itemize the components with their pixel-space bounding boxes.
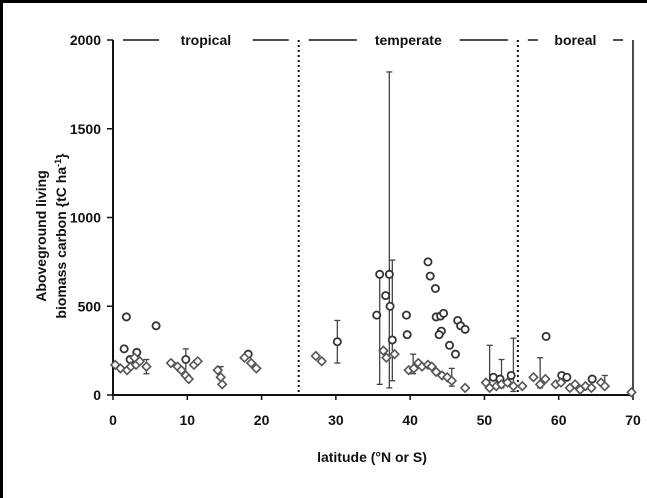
y-tick-label: 2000 [70,32,101,48]
data-point-diamond [540,373,551,385]
x-tick-label: 30 [328,412,344,428]
data-point-circle [332,337,342,347]
data-point-circle [181,354,191,364]
data-point-diamond [251,363,262,374]
y-tick-label: 0 [93,387,101,403]
data-point-diamond [310,350,322,362]
error-bars [143,71,608,393]
y-tick-label: 1000 [70,210,101,226]
data-point-circle [385,301,395,311]
y-axis-label-line1: Aboveground living [33,170,49,301]
x-axis-label: latitude (°N or S) [317,449,427,465]
data-point-diamond [381,352,392,364]
data-point-diamond [408,363,420,374]
data-point-circle [121,312,131,322]
data-point-circle [541,331,551,341]
data-point-diamond [165,357,177,369]
y-axis-label: Aboveground living biomass carbon {tC ha… [33,153,69,319]
data-point-diamond [459,382,471,394]
x-tick-label: 20 [254,412,270,428]
data-point-circle [423,257,433,267]
data-point-circle [119,344,129,354]
data-point-diamond [534,379,546,390]
data-point-diamond [239,352,250,364]
data-point-circle [425,271,435,281]
x-tick-label: 70 [625,412,641,428]
data-point-diamond [389,348,400,360]
data-point-circle [384,269,394,279]
data-point-circle [562,372,572,382]
data-point-circle [375,269,385,279]
zones-layer: tropical temperate boreal [123,32,623,395]
data-point-circle [401,310,411,320]
data-point-diamond [216,379,228,390]
data-point-circle [439,308,449,318]
data-point-diamond [599,380,611,392]
zone-label: temperate [375,32,442,48]
data-points [109,257,637,398]
data-point-circle [151,321,161,331]
data-point-diamond [426,361,438,372]
x-tick-label: 50 [477,412,493,428]
data-point-diamond [528,371,539,383]
data-point-circle [372,310,382,320]
y-axis-label-line2: biomass carbon {tC ha-1} [53,153,69,319]
data-point-circle [381,291,391,301]
data-point-circle [430,283,440,293]
zone-label: boreal [554,32,596,48]
data-point-circle [460,324,470,334]
data-point-diamond [176,364,187,376]
data-point-diamond [192,355,204,367]
data-point-diamond [129,352,140,364]
data-point-circle [387,335,397,345]
data-point-circle [506,370,516,380]
y-tick-label: 500 [78,298,102,314]
data-point-diamond [141,361,152,372]
data-point-diamond [555,377,567,388]
data-point-diamond [508,380,519,392]
data-point-diamond [316,355,328,367]
data-point-circle [587,374,597,384]
data-point-circle [402,330,412,340]
data-point-diamond [626,387,637,398]
zone-label: tropical [181,32,232,48]
y-tick-label: 1500 [70,121,101,137]
data-point-circle [445,340,455,350]
data-point-diamond [586,382,597,394]
x-tick-label: 40 [402,412,418,428]
x-tick-label: 60 [551,412,567,428]
x-tick-label: 0 [109,412,117,428]
data-point-diamond [183,373,195,385]
data-point-diamond [569,379,581,390]
data-point-diamond [212,364,224,376]
x-tick-label: 10 [179,412,195,428]
data-point-diamond [378,345,389,356]
data-point-diamond [446,375,458,387]
data-point-diamond [245,357,257,369]
axes-layer: 0 500 1000 1500 2000 0 10 20 30 40 50 60 70 [70,32,641,428]
y-axis-label-superscript: -1 [53,159,63,167]
data-point-circle [450,349,460,359]
data-point-circle [434,330,444,340]
data-point-diamond [516,380,528,392]
